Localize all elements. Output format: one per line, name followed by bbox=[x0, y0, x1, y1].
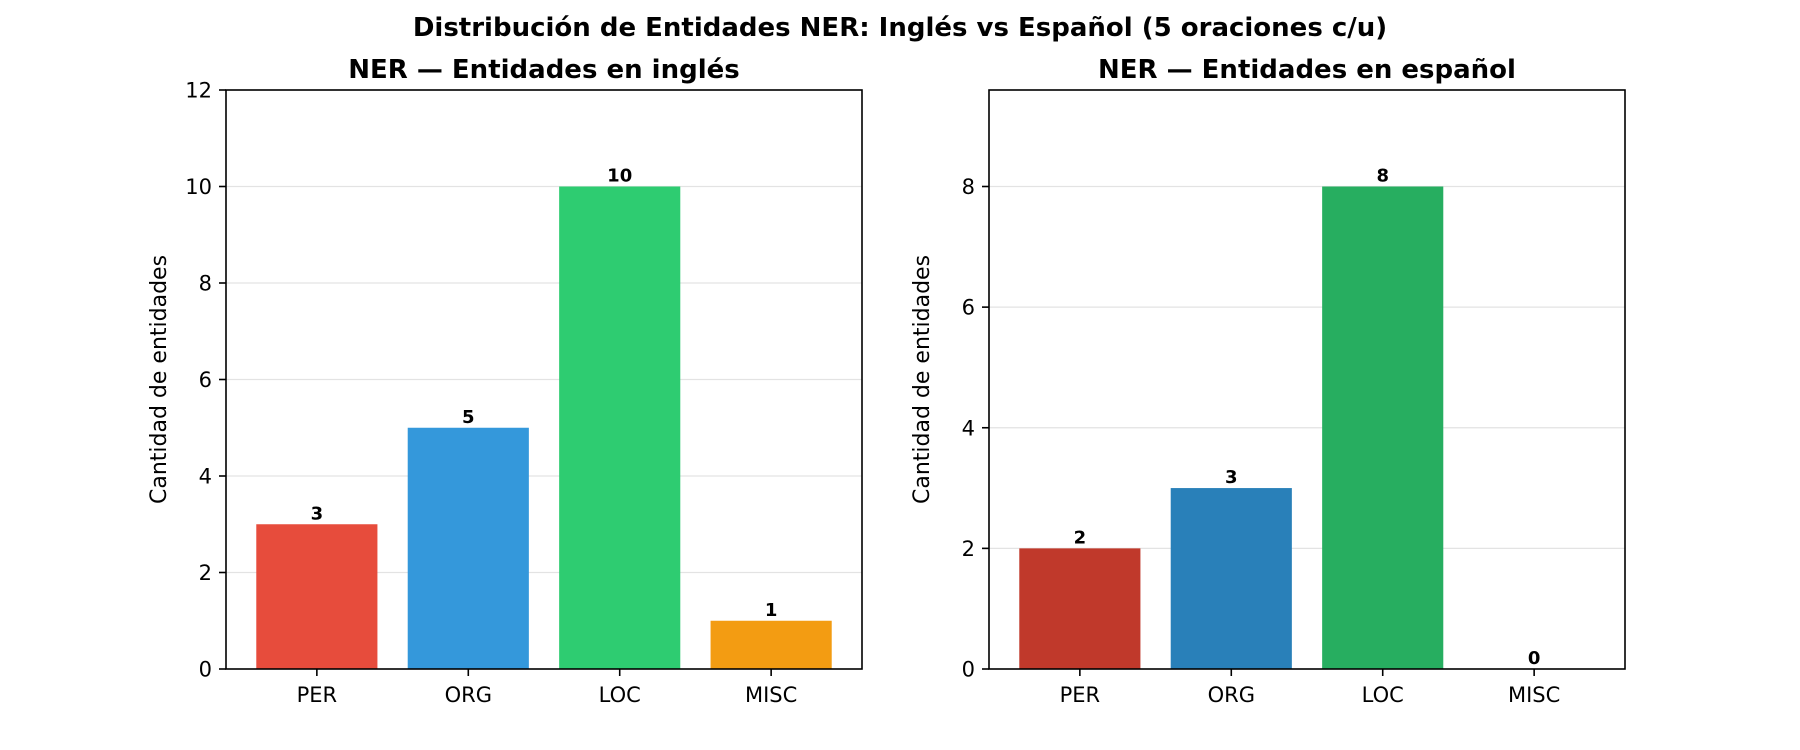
x-tick-label: ORG bbox=[1208, 683, 1255, 707]
x-tick-label: LOC bbox=[599, 683, 641, 707]
value-label: 1 bbox=[765, 600, 778, 621]
bar-org bbox=[407, 427, 529, 669]
y-tick-label: 2 bbox=[199, 561, 212, 585]
x-tick-label: PER bbox=[1060, 683, 1101, 707]
axes-frame bbox=[988, 89, 1626, 670]
value-label: 5 bbox=[462, 407, 475, 428]
value-label: 2 bbox=[1074, 527, 1087, 548]
value-label: 8 bbox=[1376, 166, 1389, 187]
y-tick-label: 4 bbox=[962, 416, 975, 440]
x-tick-label: MISC bbox=[1508, 683, 1560, 707]
y-tick-label: 12 bbox=[185, 79, 212, 103]
bar-loc bbox=[1322, 186, 1444, 669]
chart-title: NER — Entidades en español bbox=[1098, 55, 1516, 85]
y-tick-label: 0 bbox=[199, 658, 212, 682]
y-tick-label: 2 bbox=[962, 537, 975, 561]
x-tick-label: LOC bbox=[1362, 683, 1404, 707]
x-tick-label: ORG bbox=[445, 683, 492, 707]
axes-frame bbox=[225, 89, 863, 670]
y-tick-label: 6 bbox=[199, 368, 212, 392]
y-axis-label: Cantidad de entidades bbox=[147, 255, 172, 504]
x-tick-label: MISC bbox=[745, 683, 797, 707]
y-tick-label: 8 bbox=[199, 272, 212, 296]
value-label: 10 bbox=[607, 166, 632, 187]
y-tick-label: 0 bbox=[962, 658, 975, 682]
figure-title: Distribución de Entidades NER: Inglés vs… bbox=[413, 13, 1387, 43]
chart-english: 3 PER 5 ORG 10 LOC 1 MISC 0 2 4 6 8 10 12 NER — Entidad… bbox=[147, 55, 863, 707]
value-label: 0 bbox=[1528, 648, 1541, 669]
chart-title: NER — Entidades en inglés bbox=[348, 55, 739, 85]
y-tick-label: 8 bbox=[962, 175, 975, 199]
bar-per bbox=[1019, 548, 1141, 669]
bar-loc bbox=[559, 186, 681, 669]
bar-per bbox=[256, 524, 378, 669]
bar-org bbox=[1170, 488, 1292, 669]
y-tick-label: 6 bbox=[962, 296, 975, 320]
bar-misc bbox=[710, 620, 832, 669]
y-tick-label: 10 bbox=[185, 175, 212, 199]
x-tick-label: PER bbox=[297, 683, 338, 707]
value-label: 3 bbox=[1225, 467, 1238, 488]
y-tick-label: 4 bbox=[199, 465, 212, 489]
chart-spanish: 2 PER 3 ORG 8 LOC 0 MISC 0 2 4 6 8 NER — Entidades en… bbox=[910, 55, 1626, 707]
y-axis-label: Cantidad de entidades bbox=[910, 255, 935, 504]
value-label: 3 bbox=[311, 503, 324, 524]
